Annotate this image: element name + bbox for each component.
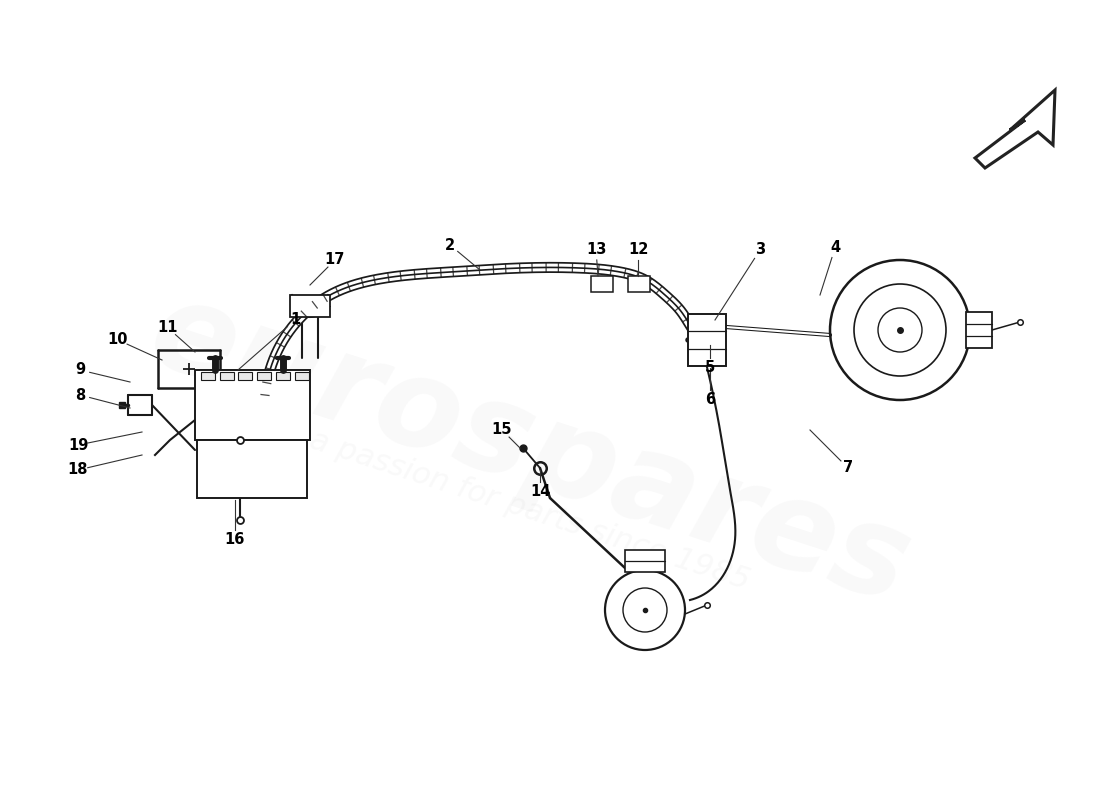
Text: 18: 18	[68, 462, 88, 478]
Text: eurospares: eurospares	[135, 270, 924, 630]
Text: 3: 3	[755, 242, 766, 258]
Text: 5: 5	[705, 361, 715, 375]
Text: 15: 15	[492, 422, 513, 438]
Text: 16: 16	[224, 533, 245, 547]
FancyBboxPatch shape	[220, 372, 233, 380]
FancyBboxPatch shape	[628, 276, 650, 292]
FancyBboxPatch shape	[201, 372, 214, 380]
FancyBboxPatch shape	[195, 370, 310, 440]
Text: 14: 14	[530, 485, 550, 499]
FancyBboxPatch shape	[239, 372, 253, 380]
Text: 17: 17	[324, 253, 345, 267]
Text: 13: 13	[586, 242, 606, 258]
Text: 12: 12	[628, 242, 648, 258]
Text: 8: 8	[75, 387, 85, 402]
Text: a passion for parts since 1985: a passion for parts since 1985	[306, 425, 754, 595]
FancyBboxPatch shape	[625, 550, 666, 572]
FancyBboxPatch shape	[276, 372, 290, 380]
FancyBboxPatch shape	[688, 314, 726, 366]
Text: 4: 4	[829, 241, 840, 255]
FancyBboxPatch shape	[295, 372, 309, 380]
Text: 19: 19	[68, 438, 88, 453]
FancyBboxPatch shape	[197, 440, 307, 498]
FancyBboxPatch shape	[257, 372, 272, 380]
Text: 9: 9	[75, 362, 85, 378]
Text: 6: 6	[705, 393, 715, 407]
FancyBboxPatch shape	[290, 295, 330, 317]
FancyBboxPatch shape	[591, 276, 613, 292]
Text: 11: 11	[157, 321, 178, 335]
Text: 2: 2	[444, 238, 455, 253]
Text: 1: 1	[290, 313, 300, 327]
Text: 7: 7	[843, 461, 854, 475]
FancyBboxPatch shape	[966, 312, 992, 348]
Text: 10: 10	[108, 333, 129, 347]
